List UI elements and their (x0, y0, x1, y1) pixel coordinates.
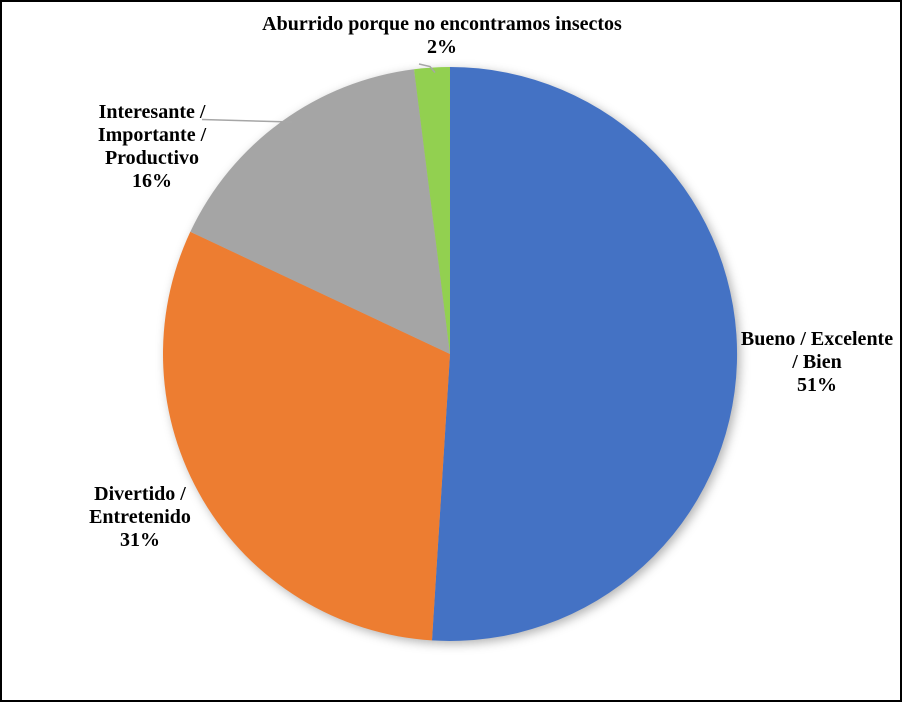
slice-label-interesante: Interesante / Importante / Productivo 16… (97, 101, 207, 192)
pie-slice-divertido-entretenido[interactable] (162, 231, 450, 641)
pie-chart (162, 66, 738, 641)
pie-slice-interesante-importante-productivo[interactable] (190, 69, 450, 354)
pie-slice-aburrido-porque-no-encontramos-insectos[interactable] (414, 67, 450, 354)
slice-label-divertido: Divertido / Entretenido 31% (89, 483, 191, 551)
slice-label-bueno: Bueno / Excelente / Bien 51% (740, 328, 894, 396)
slice-label-aburrido: Aburrido porque no encontramos insectos … (262, 13, 622, 58)
pie-slices-group (162, 66, 738, 641)
pie-slice-bueno-excelente-bien[interactable] (431, 66, 738, 641)
